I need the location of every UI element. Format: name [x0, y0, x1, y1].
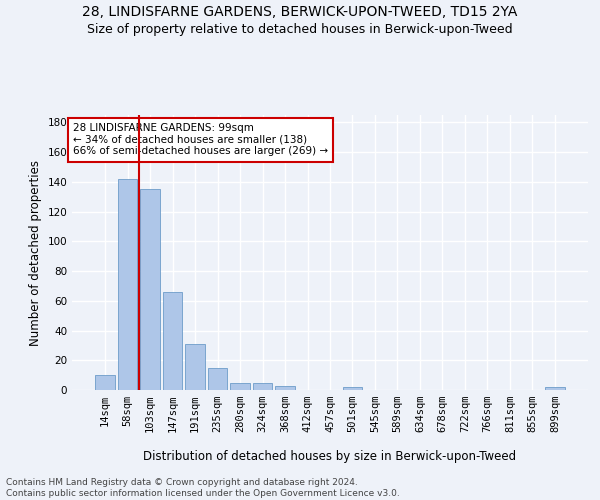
Bar: [185, 344, 205, 390]
Bar: [118, 179, 137, 390]
Bar: [230, 382, 250, 390]
Bar: [253, 382, 272, 390]
Bar: [275, 386, 295, 390]
Text: 28, LINDISFARNE GARDENS, BERWICK-UPON-TWEED, TD15 2YA: 28, LINDISFARNE GARDENS, BERWICK-UPON-TW…: [82, 5, 518, 19]
Bar: [140, 190, 160, 390]
Text: Size of property relative to detached houses in Berwick-upon-Tweed: Size of property relative to detached ho…: [87, 22, 513, 36]
Bar: [343, 387, 362, 390]
Bar: [163, 292, 182, 390]
Text: Contains HM Land Registry data © Crown copyright and database right 2024.
Contai: Contains HM Land Registry data © Crown c…: [6, 478, 400, 498]
Y-axis label: Number of detached properties: Number of detached properties: [29, 160, 42, 346]
Text: 28 LINDISFARNE GARDENS: 99sqm
← 34% of detached houses are smaller (138)
66% of : 28 LINDISFARNE GARDENS: 99sqm ← 34% of d…: [73, 123, 328, 156]
Bar: [545, 387, 565, 390]
Bar: [208, 368, 227, 390]
Bar: [95, 375, 115, 390]
Text: Distribution of detached houses by size in Berwick-upon-Tweed: Distribution of detached houses by size …: [143, 450, 517, 463]
